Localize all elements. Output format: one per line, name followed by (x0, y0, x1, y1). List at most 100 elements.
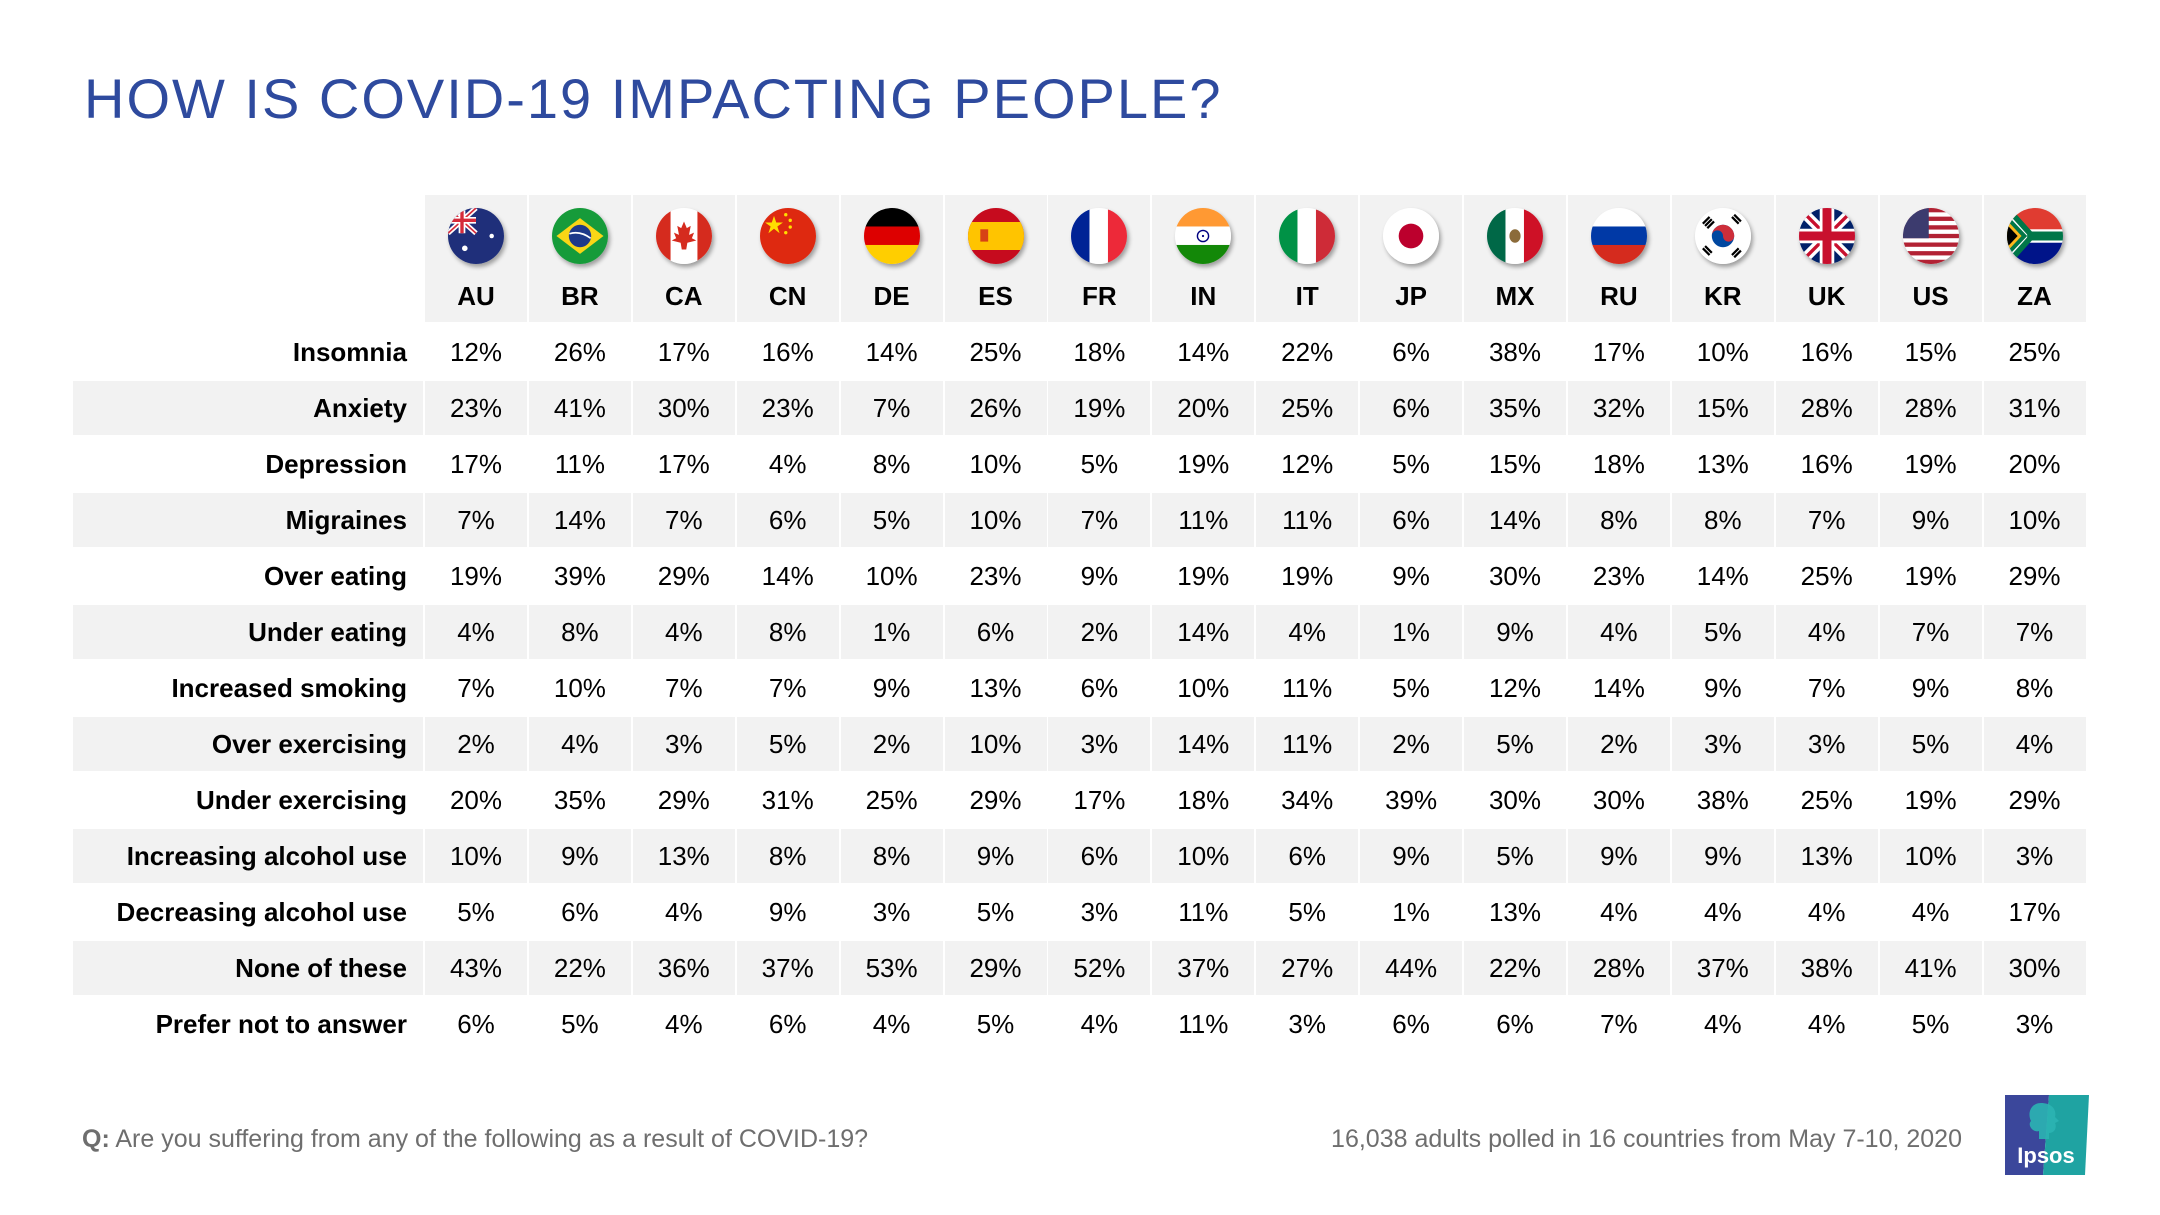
value-cell-kr: 9% (1704, 673, 1742, 703)
value-cell-fr: 6% (1080, 673, 1119, 703)
value-cell-kr: 5% (1671, 605, 1774, 659)
value-cell-mx: 30% (1488, 561, 1542, 591)
row-label: Prefer not to answer (155, 1009, 407, 1039)
value-cell-br: 6% (561, 897, 599, 927)
value-cell-jp: 5% (1392, 673, 1430, 703)
brazil-flag-icon (551, 208, 608, 264)
india-flag-icon (1175, 208, 1232, 264)
value-cell-it: 25% (1256, 381, 1359, 435)
value-cell-br: 41% (528, 381, 631, 435)
value-cell-uk: 4% (1775, 605, 1878, 659)
country-code: JP (1395, 281, 1427, 311)
value-cell-au: 20% (449, 785, 503, 815)
value-cell-za: 31% (1983, 381, 2086, 435)
value-cell-jp: 6% (1392, 1009, 1430, 1039)
value-cell-de: 2% (840, 717, 943, 771)
value-cell-ru: 14% (1592, 673, 1645, 703)
row-label-cell: Over exercising (73, 717, 423, 771)
value-cell-in: 11% (1178, 1009, 1229, 1039)
value-cell-in: 19% (1177, 449, 1230, 479)
value-cell-uk: 4% (1807, 897, 1846, 927)
value-cell-in: 11% (1178, 897, 1229, 927)
country-header-us: US (1879, 195, 1982, 322)
value-cell-ca: 29% (657, 561, 710, 591)
ipsos-logo-icon: Ipsos (2005, 1095, 2089, 1175)
country-header-kr: KR (1671, 195, 1774, 322)
table-row: Over eating 19% 39% 29% 14% 10% 23% 9% 19% 19% 9% 3… (73, 549, 2087, 603)
value-cell-it: 11% (1256, 717, 1359, 771)
country-code: FR (1082, 281, 1117, 311)
value-cell-es: 10% (969, 449, 1022, 479)
value-cell-in: 14% (1177, 337, 1230, 367)
country-header-au: AU (425, 195, 527, 322)
value-cell-us: 4% (1911, 897, 1950, 927)
value-cell-za: 29% (2008, 561, 2061, 591)
value-cell-fr: 17% (1073, 785, 1126, 815)
united-kingdom-flag-icon (1798, 208, 1855, 264)
value-cell-za: 3% (1983, 829, 2086, 883)
value-cell-ru: 4% (1600, 897, 1638, 927)
value-cell-mx: 15% (1488, 449, 1542, 479)
value-cell-uk: 7% (1775, 493, 1878, 547)
row-label-cell: Increased smoking (73, 661, 423, 715)
row-label: Depression (265, 449, 407, 479)
value-cell-uk: 16% (1800, 449, 1853, 479)
row-label: Over exercising (211, 729, 407, 759)
value-cell-mx: 9% (1464, 605, 1566, 659)
value-cell-br: 4% (528, 717, 631, 771)
value-cell-de: 14% (865, 337, 918, 367)
value-cell-mx: 5% (1464, 717, 1566, 771)
value-cell-ru: 30% (1592, 785, 1645, 815)
country-header-za: ZA (1983, 195, 2086, 322)
value-cell-ca: 4% (665, 897, 703, 927)
value-cell-au: 7% (425, 493, 527, 547)
value-cell-in: 11% (1152, 493, 1255, 547)
value-cell-ru: 23% (1592, 561, 1645, 591)
china-flag-icon (759, 208, 816, 264)
row-label-cell: Over eating (73, 549, 423, 603)
row-label-cell: Under exercising (73, 773, 423, 827)
country-header-jp: JP (1360, 195, 1463, 322)
question-prefix: Q: (82, 1125, 110, 1153)
value-cell-kr: 4% (1704, 1009, 1742, 1039)
value-cell-us: 9% (1911, 673, 1950, 703)
value-cell-it: 5% (1288, 897, 1326, 927)
value-cell-es: 29% (969, 785, 1022, 815)
value-cell-fr: 9% (1080, 561, 1119, 591)
value-cell-fr: 2% (1048, 605, 1151, 659)
table-row: Increased smoking 7% 10% 7% 7% 9% 13% 6% 10% 11% 5… (73, 661, 2087, 715)
value-cell-au: 7% (457, 673, 495, 703)
value-cell-kr: 8% (1671, 493, 1774, 547)
value-cell-kr: 37% (1671, 941, 1774, 995)
value-cell-us: 28% (1879, 381, 1982, 435)
country-code: US (1912, 281, 1949, 311)
value-cell-es: 26% (944, 381, 1047, 435)
row-label: Increasing alcohol use (126, 841, 407, 871)
row-label: Migraines (285, 505, 407, 535)
value-cell-kr: 4% (1704, 897, 1742, 927)
value-cell-za: 10% (1983, 493, 2086, 547)
value-cell-ru: 32% (1567, 381, 1670, 435)
survey-question: Q: Are you suffering from any of the fol… (82, 1125, 868, 1154)
value-cell-es: 25% (969, 337, 1022, 367)
value-cell-jp: 6% (1360, 381, 1463, 435)
row-label-cell: Migraines (73, 493, 423, 547)
value-cell-mx: 13% (1488, 897, 1542, 927)
value-cell-kr: 15% (1671, 381, 1774, 435)
value-cell-it: 6% (1256, 829, 1359, 883)
table-row: Anxiety 23% 41% 30% 23% 7% 26% 19% 20% 25% 6% 35% 32… (73, 381, 2087, 435)
value-cell-mx: 30% (1488, 785, 1542, 815)
value-cell-br: 5% (561, 1009, 599, 1039)
value-cell-fr: 6% (1048, 829, 1151, 883)
value-cell-in: 18% (1177, 785, 1230, 815)
value-cell-ru: 7% (1600, 1009, 1638, 1039)
value-cell-us: 19% (1904, 561, 1957, 591)
value-cell-de: 3% (872, 897, 911, 927)
row-label-cell: Prefer not to answer (73, 997, 423, 1051)
value-cell-cn: 9% (768, 897, 807, 927)
value-cell-cn: 6% (736, 493, 839, 547)
row-label: Over eating (263, 561, 407, 591)
value-cell-ru: 9% (1567, 829, 1670, 883)
country-code: CA (665, 281, 703, 311)
row-label-cell: Anxiety (73, 381, 423, 435)
